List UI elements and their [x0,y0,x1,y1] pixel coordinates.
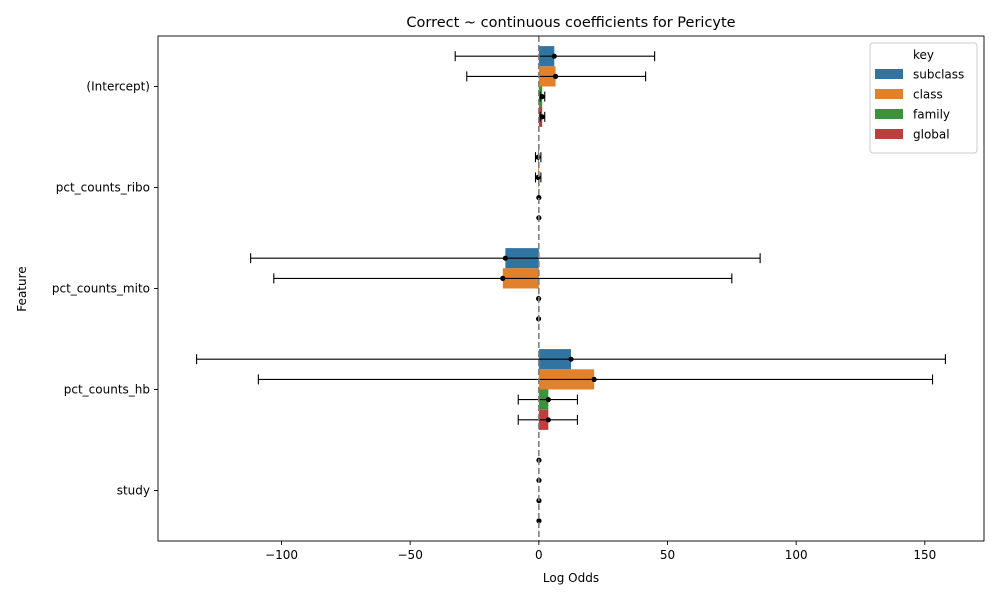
point-class-(Intercept) [552,73,559,79]
legend-title: key [913,48,934,62]
point-global-(Intercept) [539,114,545,120]
y-axis-label: Feature [15,266,29,311]
point-subclass-pct_counts_hb [568,356,574,362]
legend-swatch [875,129,903,139]
legend-label: subclass [913,68,964,82]
x-tick-label: 50 [660,548,675,562]
legend-label: family [913,108,950,122]
plot-frame [157,35,985,542]
point-class-pct_counts_hb [591,376,597,382]
x-axis: −100 −50 0 50 100 150 [265,541,936,562]
chart-title: Correct ~ continuous coefficients for Pe… [406,15,735,31]
point-subclass-(Intercept) [551,53,557,59]
legend-swatch [875,69,903,79]
x-axis-label: Log Odds [543,571,599,585]
legend: key subclass class family global [869,42,978,154]
point-global-pct_counts_hb [545,417,551,423]
x-tick-label: 150 [913,548,936,562]
plot-area [196,36,946,541]
x-tick-label: 100 [785,548,808,562]
x-tick-label: −100 [265,548,298,562]
x-tick-label: 0 [535,548,543,562]
legend-swatch [875,109,903,119]
legend-label: class [913,88,943,102]
legend-item-family: family [875,108,950,122]
y-tick-label: pct_counts_hb [64,383,150,397]
y-axis: (Intercept) pct_counts_ribo pct_counts_mit… [52,80,158,498]
points [500,53,597,524]
bars [502,46,595,531]
legend-item-global: global [875,128,950,142]
legend-swatch [875,89,903,99]
y-tick-label: study [117,484,150,498]
point-class-pct_counts_mito [500,275,506,281]
point-global-study [536,518,542,524]
legend-item-subclass: subclass [875,68,964,82]
point-family-pct_counts_hb [545,397,551,403]
y-tick-label: pct_counts_ribo [56,181,150,195]
legend-label: global [913,128,950,142]
point-family-(Intercept) [539,94,545,100]
x-tick-label: −50 [398,548,423,562]
point-subclass-pct_counts_mito [502,255,508,261]
point-family-pct_counts_ribo [536,195,542,201]
legend-item-class: class [875,88,943,102]
y-tick-label: (Intercept) [86,80,150,94]
y-tick-label: pct_counts_mito [52,282,150,296]
